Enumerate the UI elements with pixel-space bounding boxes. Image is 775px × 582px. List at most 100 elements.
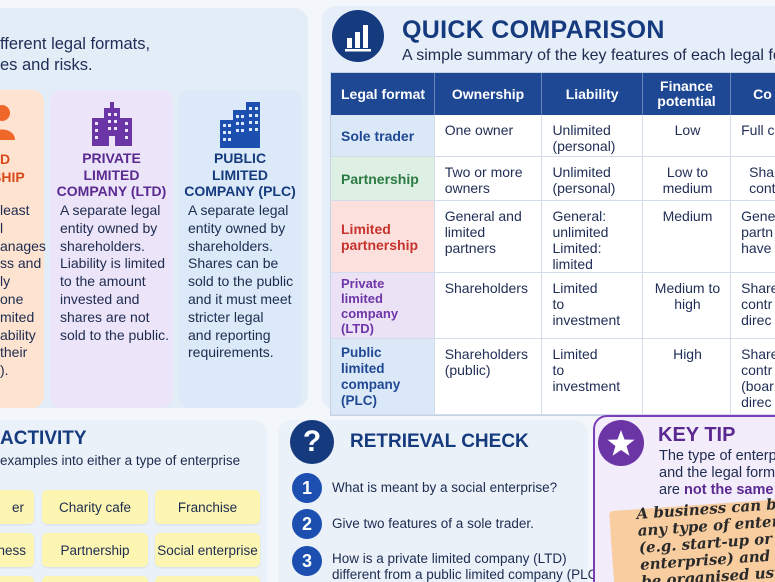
cell-line: limited partners [444, 224, 497, 256]
comparison-table: Legal format Ownership Liability Finance… [330, 72, 775, 416]
sort-card[interactable]: Franchise [155, 490, 260, 524]
header-legal-format: Legal format [331, 73, 435, 115]
cell-line: company (PLC) [341, 376, 401, 408]
cell-line: Shareholders [444, 280, 528, 296]
quick-comparison-panel: QUICK COMPARISON A simple summary of the… [322, 6, 775, 416]
sort-card[interactable]: Partnership [42, 533, 148, 567]
format-cell: Partnership [331, 157, 435, 201]
sort-card[interactable]: Social enterprise [155, 533, 260, 567]
card-body-line: Liability is limited [60, 255, 166, 272]
card-title-line: COMPANY (PLC) [184, 183, 296, 199]
sort-card[interactable] [42, 576, 148, 582]
question-number: 1 [292, 473, 322, 503]
cell-line: contr [741, 362, 773, 378]
control-cell: Sharcont [731, 157, 775, 201]
card-title-line: PUBLIC [213, 150, 267, 166]
card-body-line: ly [0, 273, 11, 290]
office-building-icon [92, 102, 132, 146]
cell-line: Public limited [341, 344, 385, 376]
finance-cell: Low [642, 115, 732, 157]
sort-card[interactable]: siness [0, 533, 34, 567]
card-body-line: invested and [60, 290, 140, 307]
card-body-line: to the amount [60, 273, 146, 290]
cell-line: cont [749, 180, 775, 196]
cell-line: Private [341, 275, 385, 291]
table-row: Partnership Two or more owners Unlimited(… [331, 157, 775, 201]
comparison-subtitle: A simple summary of the key features of … [402, 47, 775, 64]
header-finance-line: potential [657, 93, 716, 109]
cell-line: Sole trader [341, 127, 415, 144]
cell-line: Unlimited [552, 164, 611, 180]
sort-card[interactable] [155, 576, 260, 582]
format-cell: Private limited company (LTD) [331, 273, 435, 339]
cell-line: unlimited [552, 224, 609, 240]
cell-line: limited company [341, 290, 399, 321]
cell-line: One owner [444, 122, 514, 138]
intro-text: fferent legal formats, es and risks. [0, 34, 150, 76]
card-body: A separate legal entity owned by shareho… [60, 202, 169, 344]
card-body-line: entity owned by [188, 219, 286, 236]
key-tip-emphasis: not the same [684, 482, 774, 498]
liability-cell: Unlimited (personal) [542, 157, 643, 201]
control-cell: Share contr (boar direc [731, 339, 775, 415]
card-body-line: sold to the public [188, 273, 294, 290]
question-mark-icon: ? [290, 420, 334, 464]
cell-line: high [674, 296, 701, 312]
cell-line: Low to [666, 164, 709, 180]
card-body-line: A separate legal [188, 202, 289, 218]
card-body-line: shares are not [60, 308, 150, 325]
question-line: How is a private limited company (LTD) [332, 551, 567, 566]
question-text: How is a private limited company (LTD) d… [332, 551, 609, 582]
card-body-line: ss and [0, 255, 42, 272]
cell-line: to investment [552, 296, 621, 328]
card-body-line: one [0, 290, 24, 307]
intro-line-2: es and risks. [0, 56, 93, 74]
table-row: Sole trader One owner Unlimited (personal… [331, 115, 775, 157]
header-finance-line: Finance [660, 78, 713, 94]
question-line: different from a public limited company … [332, 566, 610, 582]
cell-line: contr [741, 296, 773, 312]
sort-card[interactable] [0, 576, 34, 582]
cell-line: (personal) [552, 138, 616, 154]
ownership-cell: General and limited partners [434, 201, 543, 273]
key-tip-body: The type of enterp and the legal form ar… [659, 448, 775, 499]
card-body-line: their [0, 344, 28, 361]
cell-line: Limited [552, 346, 598, 362]
key-tip-title: KEY TIP [658, 424, 736, 446]
cell-line: (public) [444, 362, 491, 378]
comparison-title: QUICK COMPARISON [402, 16, 665, 44]
person-icon [0, 105, 15, 140]
card-body: least l anages ss and ly one mited abili… [0, 202, 46, 380]
liability-cell: Limited to investment [542, 339, 643, 415]
cell-line: Gene [741, 208, 775, 224]
liability-cell: Unlimited (personal) [542, 115, 643, 157]
bar-chart-icon [332, 10, 384, 62]
cell-line: direc [741, 312, 772, 328]
cell-line: Low [674, 122, 701, 138]
card-body-line: and it must meet [188, 290, 292, 307]
card-body-line: Shares can be [188, 255, 279, 272]
cell-line: partnership [341, 236, 419, 253]
cell-line: Partnership [341, 170, 419, 187]
table-header-row: Legal format Ownership Liability Finance… [331, 73, 775, 115]
key-tip-text: are [659, 482, 684, 498]
ownership-cell: One owner [434, 115, 543, 157]
cell-line: medium [662, 180, 713, 196]
cell-line: Share [741, 280, 775, 296]
card-body-line: A separate legal [60, 202, 161, 218]
card-title: PRIVATE LIMITED COMPANY (LTD) [50, 150, 173, 200]
format-cell: Sole trader [331, 115, 435, 157]
sort-card[interactable]: Charity cafe [42, 490, 148, 524]
cell-line: (personal) [552, 180, 616, 196]
format-cell: Public limited company (PLC) [331, 339, 435, 415]
question-number: 2 [292, 509, 322, 539]
intro-line-1: fferent legal formats, [0, 35, 151, 53]
finance-cell: High [642, 339, 732, 415]
control-cell: Gene partn have [731, 201, 775, 273]
card-title: PUBLIC LIMITED COMPANY (PLC) [178, 150, 302, 200]
sticky-note-text: A business can be any type of enterpr (e… [636, 494, 775, 582]
cell-line: General and [444, 208, 522, 224]
sort-card[interactable]: er [0, 490, 34, 524]
cell-line: direc [741, 394, 772, 410]
question-text: Give two features of a sole trader. [332, 516, 534, 532]
